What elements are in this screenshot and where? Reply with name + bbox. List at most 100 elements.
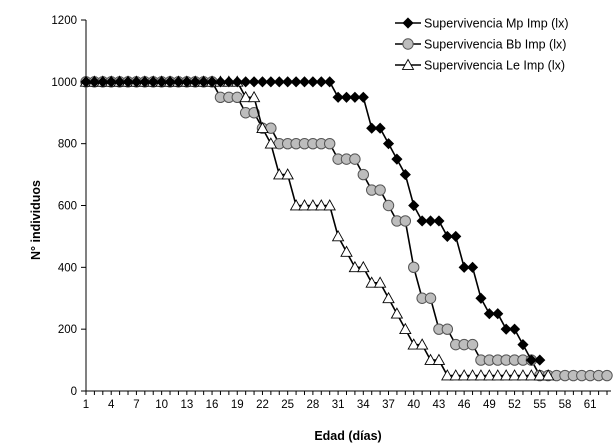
data-point <box>282 76 294 88</box>
data-point <box>516 369 530 381</box>
data-point <box>500 323 512 335</box>
data-point <box>517 339 529 351</box>
data-point <box>156 76 168 88</box>
y-tick-label: 600 <box>58 201 77 213</box>
data-point <box>382 199 395 212</box>
legend-item: Supervivencia Le Imp (lx) <box>395 59 565 73</box>
data-point <box>307 76 319 88</box>
data-point <box>491 369 505 381</box>
x-tick-label: 4 <box>108 399 115 411</box>
data-point <box>374 184 386 196</box>
data-point <box>256 121 269 134</box>
data-point <box>181 76 193 88</box>
data-point <box>97 76 109 88</box>
data-point <box>248 107 260 119</box>
data-point <box>281 168 294 180</box>
data-point <box>88 76 100 88</box>
data-point <box>357 91 369 103</box>
x-tick-label: 61 <box>584 399 597 411</box>
x-tick-label: 37 <box>382 399 395 411</box>
y-tick-label: 0 <box>71 386 77 398</box>
data-point <box>80 76 92 88</box>
data-point <box>147 76 159 88</box>
data-point <box>382 291 395 304</box>
data-point <box>391 153 403 165</box>
data-point <box>441 323 454 335</box>
y-tick-label: 800 <box>58 139 77 151</box>
x-tick-label: 49 <box>483 399 496 411</box>
data-point <box>357 260 370 273</box>
data-point <box>433 215 445 227</box>
data-point <box>416 215 428 227</box>
data-point <box>415 338 429 350</box>
data-point <box>324 76 336 88</box>
data-point <box>164 76 176 88</box>
data-point <box>399 215 412 227</box>
data-point <box>424 292 437 304</box>
x-tick-label: 16 <box>206 399 219 411</box>
data-point <box>298 199 311 211</box>
data-point <box>492 308 504 320</box>
data-point <box>466 261 479 273</box>
series-triangle <box>79 75 555 381</box>
data-point <box>466 369 479 381</box>
x-tick-label: 58 <box>559 399 572 411</box>
data-point <box>198 76 210 88</box>
data-point <box>240 76 252 88</box>
series-line <box>86 81 549 377</box>
legend-item: Supervivencia Mp Imp (lx) <box>395 17 569 31</box>
data-point <box>273 168 286 180</box>
data-point <box>457 369 471 381</box>
x-tick-label: 46 <box>458 399 471 411</box>
data-point <box>340 91 353 103</box>
data-point <box>122 76 134 88</box>
data-point <box>466 338 479 351</box>
data-point <box>172 76 185 88</box>
data-point <box>390 307 404 319</box>
data-point <box>315 199 328 211</box>
x-tick-label: 34 <box>357 399 370 411</box>
x-tick-label: 40 <box>407 399 420 411</box>
series-circle <box>80 76 613 382</box>
x-axis-title: Edad (días) <box>314 429 381 443</box>
data-point <box>441 369 454 381</box>
data-point <box>214 76 227 88</box>
series-diamond <box>80 76 546 366</box>
data-point <box>541 369 555 381</box>
legend-label: Supervivencia Mp Imp (lx) <box>424 17 569 31</box>
data-point <box>323 137 336 150</box>
legend: Supervivencia Mp Imp (lx) Supervivencia B… <box>395 17 569 73</box>
data-point <box>331 229 345 242</box>
x-tick-label: 28 <box>306 399 319 411</box>
legend-marker <box>402 17 414 29</box>
y-tick-label: 200 <box>58 324 77 336</box>
data-point <box>432 353 446 365</box>
data-point <box>408 199 420 212</box>
data-point <box>399 322 412 335</box>
x-tick-label: 55 <box>533 399 546 411</box>
data-point <box>407 338 420 350</box>
data-point <box>450 230 462 242</box>
data-point <box>382 138 395 150</box>
legend-item: Supervivencia Bb Imp (lx) <box>395 38 566 52</box>
legend-label: Supervivencia Le Imp (lx) <box>424 59 565 73</box>
x-tick-label: 31 <box>332 399 345 411</box>
data-point <box>273 76 285 88</box>
data-point <box>424 353 437 365</box>
data-point <box>408 261 420 274</box>
data-point <box>315 76 327 88</box>
data-point <box>348 260 362 273</box>
data-point <box>323 199 336 211</box>
series-layer <box>79 75 613 382</box>
y-tick-label: 1000 <box>51 77 77 89</box>
data-point <box>483 308 495 320</box>
data-point <box>340 245 353 257</box>
legend-marker <box>402 38 414 50</box>
data-point <box>474 369 488 381</box>
data-point <box>525 369 538 381</box>
series-line <box>86 81 540 361</box>
data-point <box>534 354 546 366</box>
x-tick-label: 1 <box>83 399 89 411</box>
